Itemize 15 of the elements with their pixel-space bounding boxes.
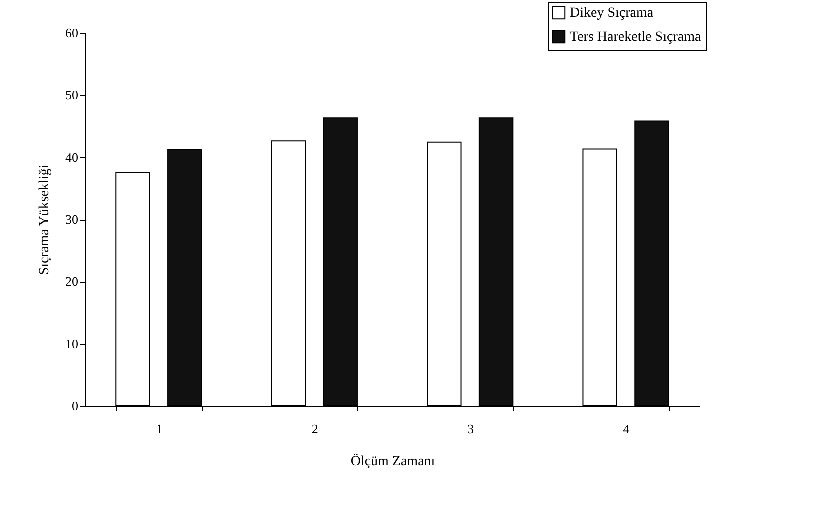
x-tick-label: 3 — [468, 422, 474, 436]
y-tick-label: 50 — [66, 88, 78, 103]
x-tick-label: 2 — [312, 422, 318, 436]
x-tick-label: 1 — [156, 422, 163, 436]
y-tick-label: 20 — [66, 274, 78, 290]
y-tick-label: 30 — [66, 212, 78, 227]
y-tick-label: 40 — [66, 150, 78, 165]
x-tick-label: 4 — [623, 422, 630, 436]
y-tick-label: 10 — [66, 336, 78, 352]
x-axis-title: Ölçüm Zamanı — [350, 454, 436, 470]
legend-label: Ters Hareketle Sıçrama — [570, 30, 702, 45]
legend-label: Dikey Sıçrama — [570, 6, 654, 21]
y-tick-label: 0 — [72, 398, 78, 414]
y-axis-title: Sıçrama Yüksekliği — [38, 164, 52, 276]
y-tick-label: 60 — [66, 26, 78, 40]
